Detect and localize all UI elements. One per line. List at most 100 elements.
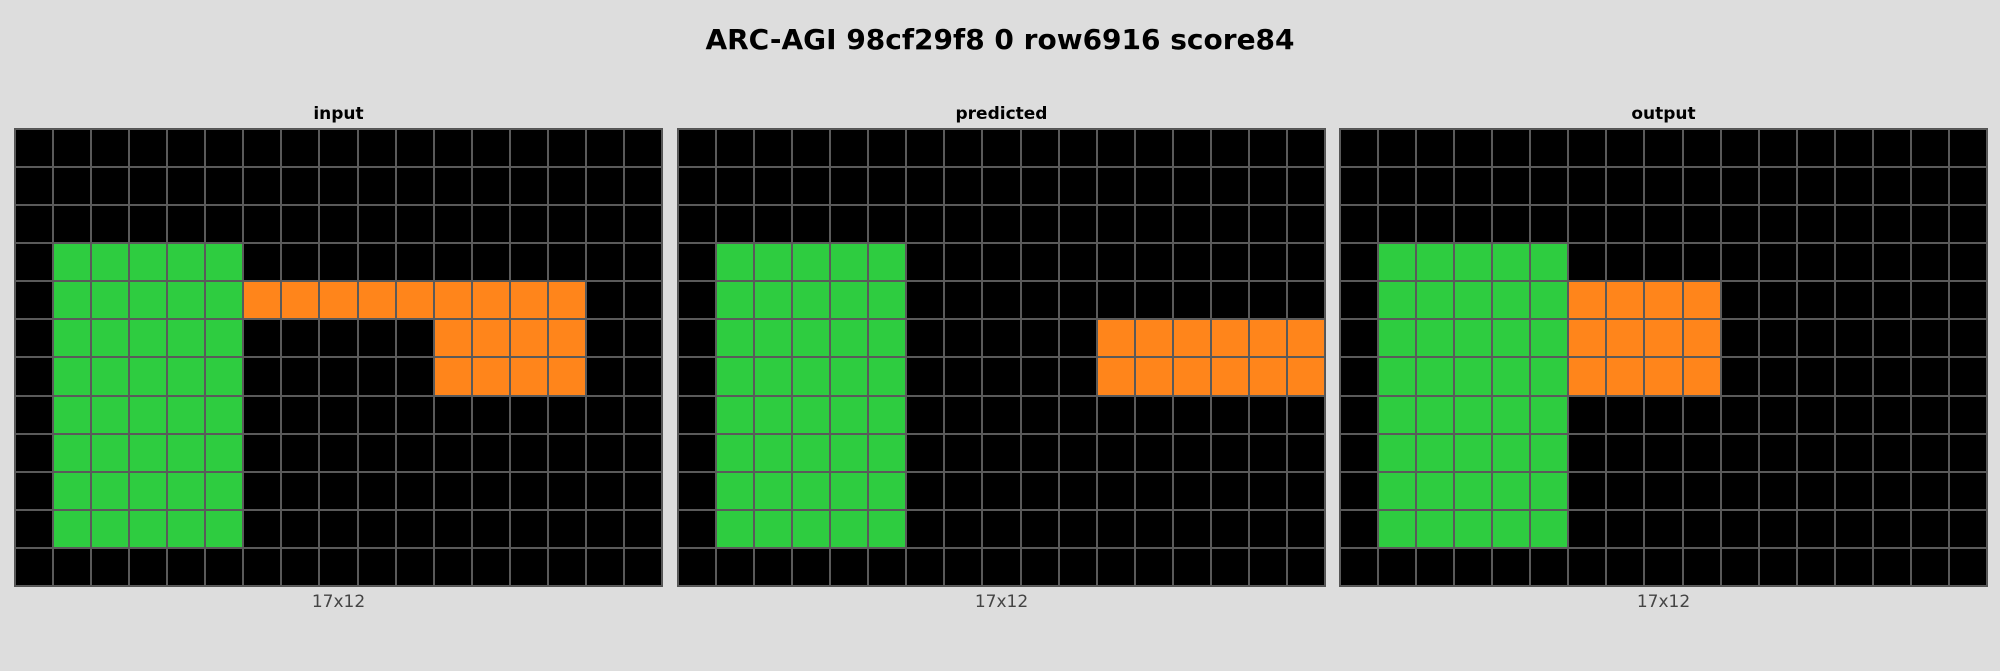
grid-cell: [243, 243, 282, 282]
grid-cell: [1568, 509, 1607, 548]
grid-cell: [1568, 357, 1607, 396]
grid-cell: [1758, 471, 1797, 510]
grid-cell: [1758, 395, 1797, 434]
grid-cell: [547, 395, 586, 434]
grid-cell: [395, 395, 434, 434]
grid-cell: [906, 205, 945, 244]
grid-cell: [167, 243, 206, 282]
grid-cell: [547, 281, 586, 320]
grid-cell: [1378, 471, 1417, 510]
grid-cell: [1020, 205, 1059, 244]
grid-cell: [1096, 319, 1135, 358]
grid-cell: [830, 509, 869, 548]
grid-cell: [1096, 357, 1135, 396]
grid-cell: [1096, 395, 1135, 434]
grid-cell: [585, 167, 624, 206]
grid-cell: [1096, 547, 1135, 586]
grid-cell: [1020, 433, 1059, 472]
grid-cell: [1796, 471, 1835, 510]
grid-cell: [1720, 395, 1759, 434]
grid-cell: [1606, 357, 1645, 396]
grid-cell: [623, 205, 662, 244]
grid-cell: [1568, 433, 1607, 472]
grid-cell: [830, 319, 869, 358]
grid-cell: [944, 281, 983, 320]
grid-cell: [1378, 547, 1417, 586]
grid-cell: [1378, 243, 1417, 282]
grid-cell: [205, 547, 244, 586]
grid-cell: [792, 357, 831, 396]
grid-cell: [944, 243, 983, 282]
grid-cell: [1492, 167, 1531, 206]
grid-cell: [509, 205, 548, 244]
grid-cell: [1020, 319, 1059, 358]
grid-cell: [982, 129, 1021, 168]
grid-cell: [1834, 357, 1873, 396]
grid-cell: [547, 433, 586, 472]
grid-cell: [167, 357, 206, 396]
grid-cell: [678, 509, 717, 548]
grid-cell: [792, 281, 831, 320]
grid-cell: [1720, 167, 1759, 206]
grid-cell: [91, 357, 130, 396]
grid-dimensions: 17x12: [974, 592, 1029, 612]
grid-cell: [678, 471, 717, 510]
grid-cell: [1948, 471, 1987, 510]
grid-cell: [395, 243, 434, 282]
grid-cell: [1416, 395, 1455, 434]
grid-cell: [509, 547, 548, 586]
grid-cell: [1796, 433, 1835, 472]
grid-cell: [547, 547, 586, 586]
grid-cell: [395, 471, 434, 510]
grid-cell: [1286, 129, 1325, 168]
grid-cell: [509, 243, 548, 282]
grid-cell: [319, 281, 358, 320]
grid-cell: [585, 243, 624, 282]
grid-cell: [433, 129, 472, 168]
grid-cell: [509, 129, 548, 168]
grid-cell: [982, 357, 1021, 396]
grid-cell: [243, 357, 282, 396]
grid-cell: [1568, 395, 1607, 434]
grid-cell: [471, 547, 510, 586]
grid-cell: [1530, 471, 1569, 510]
grid-cell: [1492, 243, 1531, 282]
grid-cell: [1340, 471, 1379, 510]
grid-cell: [509, 357, 548, 396]
grid-cell: [1454, 167, 1493, 206]
grid-cell: [1720, 319, 1759, 358]
grid-cell: [129, 205, 168, 244]
grid-cell: [471, 395, 510, 434]
grid-cell: [1720, 129, 1759, 168]
grid-cell: [509, 319, 548, 358]
grid-cell: [982, 433, 1021, 472]
grid-cell: [1720, 509, 1759, 548]
grid-cell: [1454, 357, 1493, 396]
grid-cell: [1910, 205, 1949, 244]
grid-cell: [1172, 547, 1211, 586]
grid-cell: [281, 547, 320, 586]
grid-cell: [868, 243, 907, 282]
grid-cell: [1454, 243, 1493, 282]
grid-cell: [1948, 243, 1987, 282]
grid-cell: [91, 395, 130, 434]
grid-cell: [1020, 509, 1059, 548]
grid-cell: [678, 433, 717, 472]
grid-cell: [1416, 509, 1455, 548]
grid-cell: [167, 205, 206, 244]
grid-cell: [678, 547, 717, 586]
grid-cell: [1530, 433, 1569, 472]
grid-cell: [1568, 205, 1607, 244]
grid-cell: [1416, 129, 1455, 168]
grid-cell: [433, 395, 472, 434]
panel-predicted: predicted 17x12: [677, 100, 1326, 613]
grid-cell: [509, 509, 548, 548]
grid-cell: [1948, 281, 1987, 320]
grid-cell: [357, 395, 396, 434]
grid-cell: [944, 129, 983, 168]
panel-label: input: [313, 104, 364, 124]
grid-cell: [1910, 357, 1949, 396]
grid-cell: [547, 357, 586, 396]
grid-cell: [754, 281, 793, 320]
grid-cell: [1720, 433, 1759, 472]
